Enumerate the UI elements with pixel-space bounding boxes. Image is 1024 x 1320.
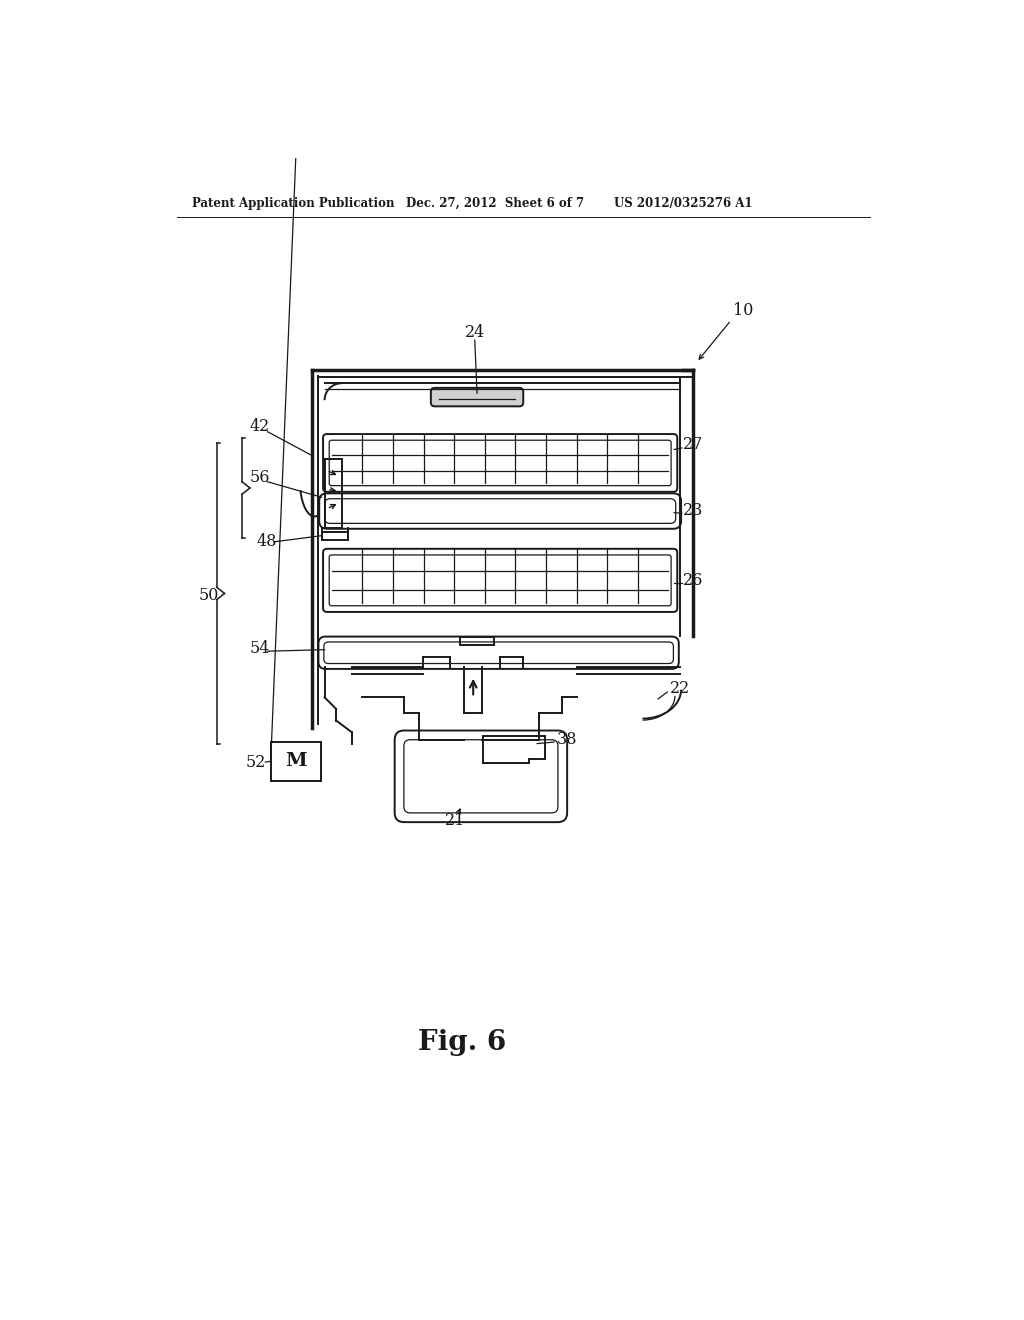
FancyBboxPatch shape: [394, 730, 567, 822]
Text: 38: 38: [556, 731, 577, 748]
Text: 56: 56: [250, 470, 270, 487]
Text: Dec. 27, 2012  Sheet 6 of 7: Dec. 27, 2012 Sheet 6 of 7: [407, 197, 585, 210]
Text: M: M: [285, 752, 306, 771]
Text: 22: 22: [670, 680, 690, 697]
FancyBboxPatch shape: [323, 549, 677, 612]
Text: 50: 50: [199, 587, 219, 605]
FancyBboxPatch shape: [319, 494, 681, 529]
Text: 52: 52: [246, 754, 266, 771]
Text: 54: 54: [250, 640, 270, 657]
Text: 23: 23: [683, 502, 703, 519]
Text: 27: 27: [683, 437, 703, 453]
Text: 48: 48: [256, 532, 276, 549]
FancyBboxPatch shape: [323, 434, 677, 492]
Text: Patent Application Publication: Patent Application Publication: [193, 197, 394, 210]
Text: 24: 24: [465, 323, 485, 341]
FancyBboxPatch shape: [431, 388, 523, 407]
Text: 21: 21: [445, 812, 466, 829]
Bar: [270, 742, 321, 780]
Text: 26: 26: [683, 572, 703, 589]
Text: 10: 10: [733, 302, 753, 319]
FancyBboxPatch shape: [330, 554, 671, 606]
FancyBboxPatch shape: [330, 441, 671, 486]
Text: 42: 42: [250, 418, 270, 434]
Text: Fig. 6: Fig. 6: [418, 1028, 506, 1056]
FancyBboxPatch shape: [324, 642, 674, 664]
FancyBboxPatch shape: [318, 636, 679, 669]
Text: US 2012/0325276 A1: US 2012/0325276 A1: [614, 197, 753, 210]
FancyBboxPatch shape: [403, 739, 558, 813]
FancyBboxPatch shape: [325, 499, 676, 524]
